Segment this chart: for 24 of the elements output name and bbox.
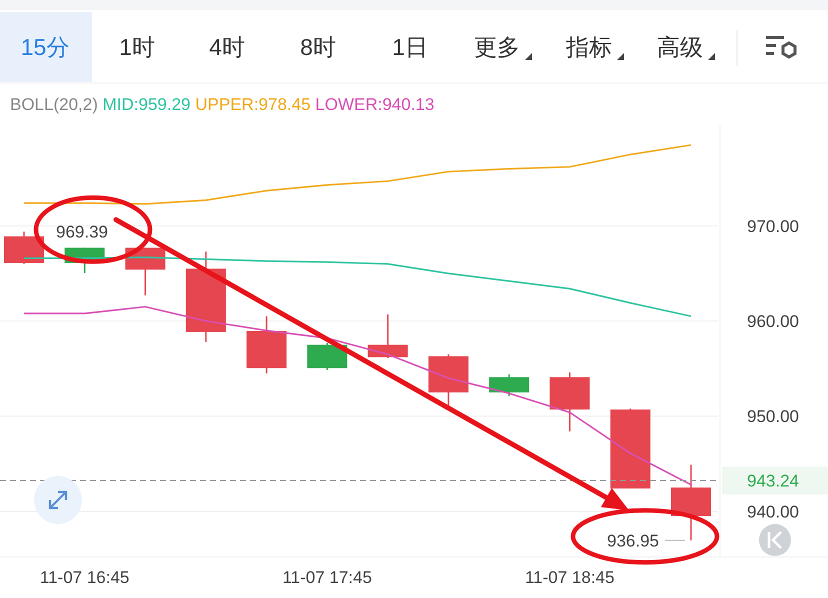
text: 8时 [300,34,336,60]
ref-line-label: 943.24 [747,471,799,490]
line-series [23,306,692,486]
x-tick-label: 11-07 18:45 [524,568,614,587]
text: 4时 [209,34,245,60]
y-tick-label: 950.00 [747,407,799,426]
y-tick-label: 970.00 [747,216,799,236]
annotation: 969.39 [56,222,108,242]
text: UPPER:978.45 [195,94,316,114]
legend-title: BOLL(20,2) [10,94,103,114]
text: 更多 [474,34,520,60]
y-tick-label: 940.00 [747,502,799,522]
text: 1时 [119,34,155,60]
y-tick-label: 960.00 [747,312,799,331]
text: 15分 [20,34,70,60]
text: MID:959.29 [102,94,196,114]
text: LOWER:940.13 [315,94,434,114]
annotation: 936.95 [607,531,659,550]
x-tick-label: 11-07 17:45 [282,568,372,587]
text: 指标 [565,34,612,60]
text: 1日 [392,34,428,60]
line-series [23,144,692,205]
text: 高级 [657,34,703,60]
x-tick-label: 11-07 16:45 [40,568,130,587]
